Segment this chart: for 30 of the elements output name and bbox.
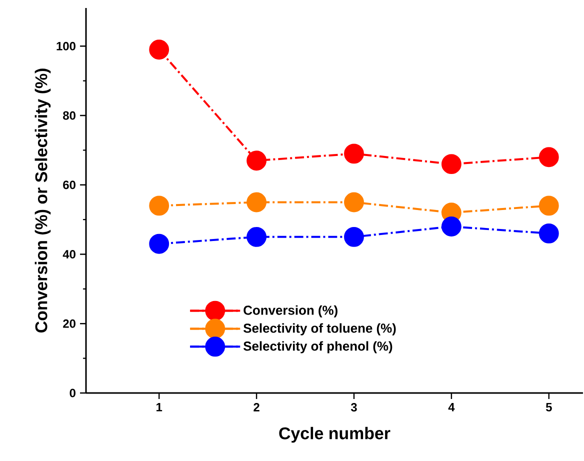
point: [538, 147, 559, 168]
y-tick-label: 80: [63, 111, 76, 120]
x-tick-label: 1: [156, 403, 162, 412]
legend-label: Conversion (%): [244, 305, 338, 318]
x-tick-label: 2: [254, 403, 260, 412]
point: [441, 216, 462, 236]
y-tick-label: 60: [63, 180, 76, 190]
point: [246, 150, 267, 171]
point: [149, 40, 170, 60]
point: [538, 196, 559, 216]
x-tick-label: 3: [350, 403, 357, 412]
y-axis-title: Conversion (%) or Selectivity (%): [34, 68, 51, 333]
legend-label: Selectivity of phenol (%): [243, 341, 392, 354]
point: [149, 234, 170, 254]
point: [538, 223, 559, 244]
y-tick-label: 100: [56, 42, 76, 50]
point: [441, 154, 462, 174]
point: [344, 144, 364, 164]
x-tick-label: 4: [448, 403, 455, 412]
point: [246, 226, 267, 247]
point: [344, 192, 364, 212]
x-axis-title: Cycle number: [279, 426, 390, 443]
legend-label: Selectivity of toluene (%): [243, 323, 396, 336]
y-tick-label: 0: [70, 388, 76, 398]
point: [246, 192, 267, 212]
x-tick-label: 5: [546, 403, 552, 412]
point: [344, 226, 364, 247]
y-tick-label: 40: [62, 250, 76, 258]
y-tick-label: 20: [63, 319, 76, 328]
point: [149, 196, 170, 216]
